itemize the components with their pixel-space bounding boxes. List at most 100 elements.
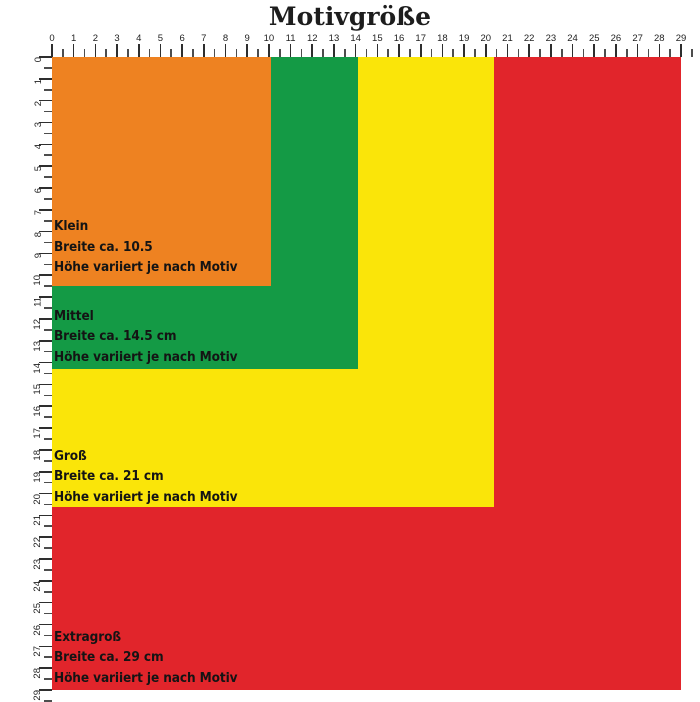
x-tick-major-17 xyxy=(419,44,422,57)
x-tick-major-12 xyxy=(311,44,314,57)
x-tick-major-9 xyxy=(246,44,248,57)
y-tick-major-23 xyxy=(39,558,52,560)
y-tick-major-14 xyxy=(39,361,52,364)
x-tick-minor xyxy=(669,49,671,57)
vertical-ruler: 0 1 2 3 4 5 6 7 8 9 10 11 12 13 14 15 16 17 18 19 20 21 22 23 24… xyxy=(25,56,52,702)
y-tick-label-25: 25 xyxy=(32,602,44,614)
x-tick-minor xyxy=(691,49,693,57)
x-tick-label-0: 0 xyxy=(49,33,55,44)
x-tick-minor xyxy=(409,49,411,57)
y-tick-label-3: 3 xyxy=(32,122,44,128)
x-tick-major-13 xyxy=(333,44,335,57)
x-tick-minor xyxy=(647,49,650,57)
x-tick-minor xyxy=(170,49,173,57)
x-tick-minor xyxy=(495,49,498,57)
y-tick-major-16 xyxy=(39,405,52,408)
x-tick-label-26: 26 xyxy=(610,33,622,44)
y-tick-minor xyxy=(44,67,52,69)
x-tick-minor xyxy=(604,49,606,57)
y-tick-major-8 xyxy=(39,230,52,233)
x-tick-label-17: 17 xyxy=(415,33,427,44)
y-tick-minor xyxy=(44,110,52,113)
x-tick-label-12: 12 xyxy=(306,33,318,44)
size-name-extragross: Extragroß xyxy=(54,628,121,645)
y-tick-major-11 xyxy=(39,296,52,298)
size-name-klein: Klein xyxy=(54,218,89,235)
y-tick-minor xyxy=(44,656,52,659)
y-tick-label-23: 23 xyxy=(32,559,44,570)
y-tick-minor xyxy=(44,176,52,178)
x-tick-minor xyxy=(235,49,238,57)
y-tick-minor xyxy=(44,198,52,200)
size-height-extragross: Höhe variiert je nach Motiv xyxy=(54,669,238,686)
x-tick-label-13: 13 xyxy=(328,33,340,44)
x-tick-minor xyxy=(365,49,368,57)
x-tick-minor xyxy=(517,49,520,57)
y-tick-minor xyxy=(44,634,52,637)
y-tick-label-24: 24 xyxy=(32,580,44,592)
x-tick-major-10 xyxy=(268,44,270,57)
size-label-klein: Klein Breite ca. 10.5 Höhe variiert je n… xyxy=(54,216,238,278)
y-tick-label-7: 7 xyxy=(32,209,44,216)
x-tick-major-11 xyxy=(289,44,292,57)
x-tick-label-2: 2 xyxy=(92,33,99,44)
y-tick-major-17 xyxy=(39,427,52,429)
x-tick-label-8: 8 xyxy=(222,33,229,44)
horizontal-ruler: 0 1 2 3 4 5 6 7 8 9 10 11 12 13 14 15 16 17 18 19 20 21 22 23 24… xyxy=(49,30,693,57)
y-tick-minor xyxy=(44,612,52,615)
y-tick-label-9: 9 xyxy=(32,253,44,259)
size-width-gross: Breite ca. 21 cm xyxy=(54,468,164,485)
x-tick-major-16 xyxy=(398,44,400,57)
size-label-gross: Groß Breite ca. 21 cm Höhe variiert je n… xyxy=(54,446,238,508)
size-height-klein: Höhe variiert je nach Motiv xyxy=(54,259,238,276)
x-tick-label-22: 22 xyxy=(523,33,535,44)
page-title: Motivgröße xyxy=(268,2,432,31)
x-tick-major-1 xyxy=(72,44,75,57)
y-tick-major-21 xyxy=(39,514,52,517)
y-tick-label-0: 0 xyxy=(32,57,44,63)
y-tick-minor xyxy=(44,525,52,528)
y-tick-label-15: 15 xyxy=(32,384,44,395)
x-tick-label-16: 16 xyxy=(393,33,405,44)
x-tick-major-29 xyxy=(680,44,682,57)
x-tick-label-25: 25 xyxy=(588,33,600,44)
y-tick-label-4: 4 xyxy=(32,144,44,150)
x-tick-major-18 xyxy=(441,44,444,57)
y-tick-label-2: 2 xyxy=(32,100,44,106)
x-tick-label-21: 21 xyxy=(502,33,513,44)
y-tick-minor xyxy=(44,285,52,287)
y-tick-major-26 xyxy=(39,623,52,626)
y-tick-label-8: 8 xyxy=(32,231,44,237)
x-tick-minor xyxy=(582,49,585,57)
x-tick-minor xyxy=(539,49,541,57)
x-tick-label-1: 1 xyxy=(71,33,77,44)
y-tick-major-1 xyxy=(39,78,52,80)
y-tick-major-19 xyxy=(39,470,52,473)
x-tick-label-10: 10 xyxy=(263,33,275,44)
y-tick-major-9 xyxy=(39,252,52,255)
size-box-klein[interactable] xyxy=(52,57,272,287)
x-tick-label-4: 4 xyxy=(136,33,142,44)
y-tick-major-12 xyxy=(39,318,52,320)
x-tick-major-4 xyxy=(137,44,140,57)
x-tick-minor xyxy=(387,49,389,57)
x-tick-major-3 xyxy=(116,44,118,57)
y-tick-major-20 xyxy=(39,492,52,495)
y-tick-label-13: 13 xyxy=(32,340,44,352)
x-tick-minor xyxy=(192,49,194,57)
y-tick-minor xyxy=(44,438,52,440)
x-tick-minor xyxy=(322,49,324,57)
x-tick-major-27 xyxy=(636,44,639,57)
y-tick-major-10 xyxy=(39,274,52,277)
y-tick-label-1: 1 xyxy=(32,78,44,85)
x-tick-minor xyxy=(452,49,455,57)
y-tick-major-13 xyxy=(39,339,52,342)
y-tick-label-21: 21 xyxy=(32,515,44,526)
x-tick-label-24: 24 xyxy=(567,33,578,44)
x-tick-label-28: 28 xyxy=(654,33,665,44)
x-tick-label-27: 27 xyxy=(632,33,643,44)
size-label-extragross: Extragroß Breite ca. 29 cm Höhe variiert… xyxy=(54,627,238,689)
x-tick-major-25 xyxy=(593,44,596,57)
y-tick-minor xyxy=(44,416,52,418)
y-tick-major-7 xyxy=(39,208,52,211)
